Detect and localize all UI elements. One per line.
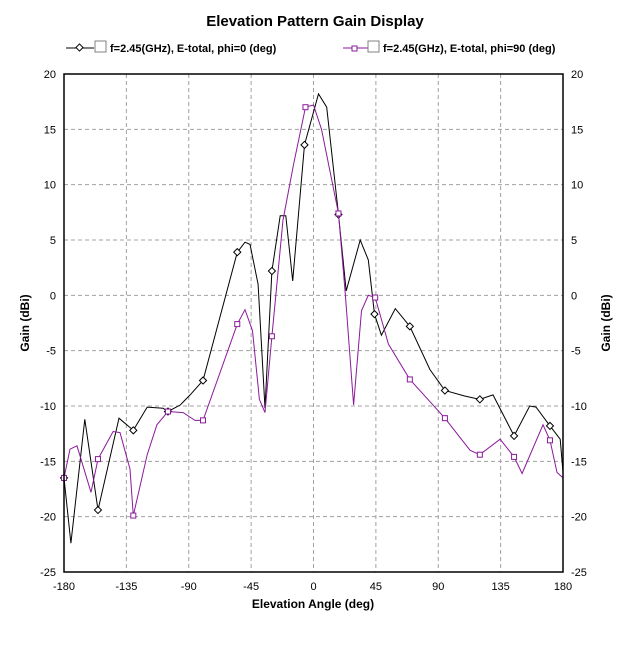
x-tick-label: 135 [491,581,509,593]
data-point-marker [509,431,519,441]
data-point-marker [200,417,207,424]
legend-checkbox-phi0[interactable] [94,40,107,53]
plot-frame [63,73,564,573]
data-point-marker [370,309,379,319]
y-tick-label-left: 0 [50,290,56,302]
y-tick-label-left: -15 [40,456,56,468]
legend-item-phi0[interactable]: f=2.45(GHz), E-total, phi=0 (deg) [66,40,277,55]
legend-checkbox-phi90[interactable] [367,40,380,53]
data-point-marker [300,140,309,150]
legend-label-phi90: f=2.45(GHz), E-total, phi=90 (deg) [383,43,556,55]
data-point-marker [234,321,241,328]
y-tick-label-left: -25 [40,567,56,579]
y-tick-label-left: -10 [40,401,56,413]
grid [64,74,563,572]
data-point-marker [233,247,242,257]
y-tick-label-right: 20 [571,69,583,81]
legend: f=2.45(GHz), E-total, phi=0 (deg) f=2.45… [66,40,556,55]
x-axis-label: Elevation Angle (deg) [252,597,374,611]
y-tick-label-right: -10 [571,401,587,413]
y-axis-label-right: Gain (dBi) [599,294,613,351]
data-point-marker [302,104,309,111]
data-point-marker [546,437,553,444]
y-tick-label-left: 15 [44,124,56,136]
y-tick-label-right: -20 [571,512,587,524]
y-tick-label-right: 5 [571,235,577,247]
x-tick-label: -90 [181,581,197,593]
y-tick-label-right: -25 [571,567,587,579]
data-point-marker [405,322,415,331]
x-tick-label: 0 [310,581,316,593]
data-point-marker [93,505,103,515]
y-axis-label-left: Gain (dBi) [18,294,32,351]
data-point-marker [94,456,101,463]
data-point-marker [476,451,483,458]
y-tick-label-left: -5 [46,346,56,358]
y-tick-label-left: 5 [50,235,56,247]
y-tick-label-right: 15 [571,124,583,136]
y-tick-label-right: -5 [571,346,581,358]
data-point-marker [164,408,171,415]
data-point-marker [335,210,342,217]
data-point-marker [267,266,277,276]
data-point-marker [268,333,275,340]
data-point-marker [372,294,379,301]
data-point-marker [511,453,518,460]
y-tick-label-left: 10 [44,180,56,192]
legend-item-phi90[interactable]: f=2.45(GHz), E-total, phi=90 (deg) [343,40,556,55]
x-tick-label: -180 [53,581,75,593]
series-layer [59,92,564,544]
x-tick-label: 90 [432,581,444,593]
y-tick-label-left: -20 [40,512,56,524]
diamond-marker-icon [75,43,84,52]
data-point-marker [129,426,138,435]
square-marker-icon [351,45,358,52]
chart-title: Elevation Pattern Gain Display [206,13,424,30]
x-tick-label: -135 [115,581,137,593]
x-tick-label: -45 [243,581,259,593]
tick-labels: -180 -135 -90 -45 0 45 90 135 180 20 20 15 15 10 10 5 5 0… [40,69,587,593]
x-tick-label: 180 [554,581,572,593]
y-tick-label-right: -15 [571,456,587,468]
data-point-marker [440,386,450,395]
legend-label-phi0: f=2.45(GHz), E-total, phi=0 (deg) [110,43,277,55]
data-point-marker [130,512,137,519]
data-point-marker [406,376,413,383]
y-tick-label-left: 20 [44,69,56,81]
data-point-marker [198,376,208,385]
x-tick-label: 45 [370,581,382,593]
data-point-marker [441,415,448,422]
data-point-marker [545,421,555,431]
y-tick-label-right: 10 [571,180,583,192]
y-tick-label-right: 0 [571,290,577,302]
data-point-marker [475,395,485,404]
